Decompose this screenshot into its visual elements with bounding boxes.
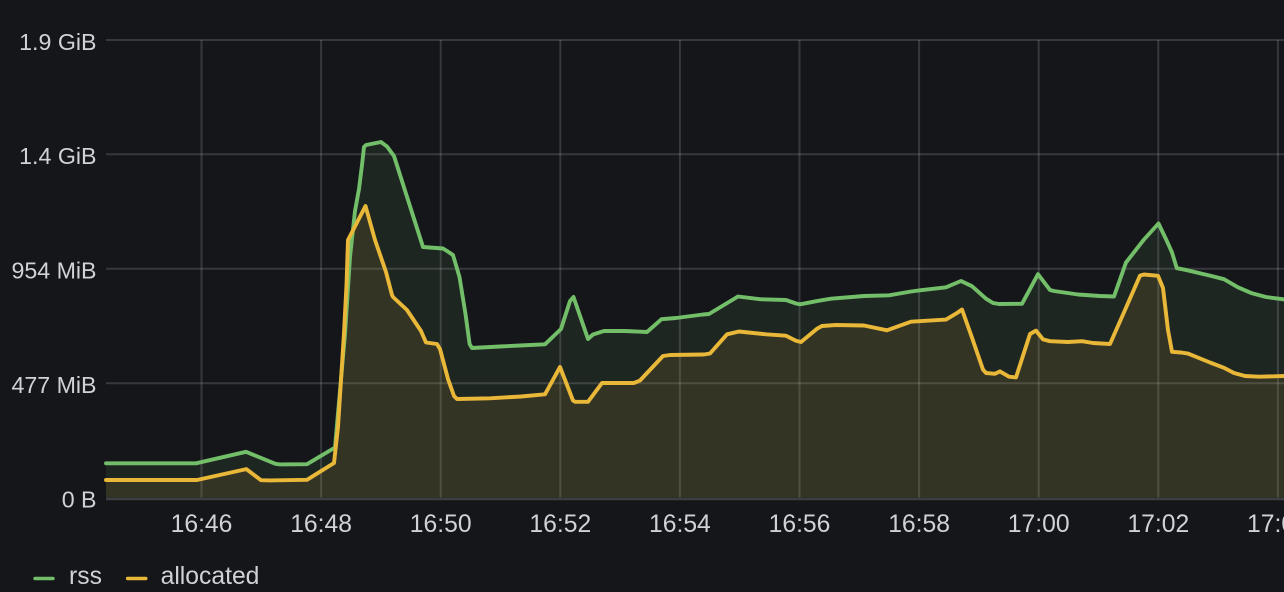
svg-text:1.9 GiB: 1.9 GiB xyxy=(19,29,96,55)
svg-text:16:56: 16:56 xyxy=(769,511,831,538)
svg-text:17:00: 17:00 xyxy=(1008,511,1070,538)
svg-text:954 MiB: 954 MiB xyxy=(11,258,96,284)
svg-text:16:58: 16:58 xyxy=(888,511,950,538)
svg-text:477 MiB: 477 MiB xyxy=(11,372,96,398)
svg-text:16:48: 16:48 xyxy=(290,511,352,538)
svg-text:17:02: 17:02 xyxy=(1127,511,1189,538)
svg-text:rss: rss xyxy=(69,563,102,590)
svg-text:1.4 GiB: 1.4 GiB xyxy=(19,143,96,169)
svg-text:0 B: 0 B xyxy=(62,486,97,512)
svg-text:16:46: 16:46 xyxy=(171,511,233,538)
svg-text:16:54: 16:54 xyxy=(649,511,711,538)
svg-text:17:04: 17:04 xyxy=(1247,511,1284,538)
svg-text:16:50: 16:50 xyxy=(410,511,472,538)
svg-text:16:52: 16:52 xyxy=(529,511,591,538)
svg-text:allocated: allocated xyxy=(161,563,260,590)
